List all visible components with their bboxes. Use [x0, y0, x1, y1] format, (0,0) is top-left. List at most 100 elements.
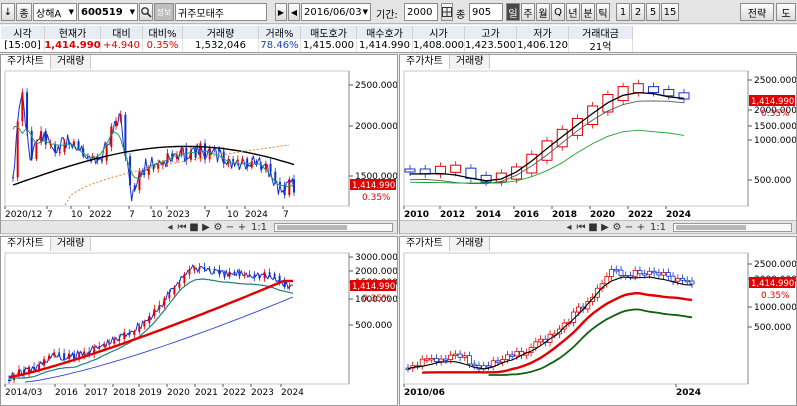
- x-tick-label-1: 2016: [55, 388, 78, 397]
- unit-button-2[interactable]: 월: [536, 3, 550, 21]
- unit-button-0[interactable]: 일: [506, 3, 520, 21]
- search-icon[interactable]: [139, 3, 153, 21]
- candle-body: [63, 353, 66, 360]
- chart-scrollbar[interactable]: [673, 222, 792, 232]
- play-icon[interactable]: ▶: [601, 221, 609, 233]
- x-tick-label-0: 2014/03: [5, 388, 42, 397]
- chart-scroll-thumb[interactable]: [676, 224, 747, 230]
- monthly-candle-body: [457, 353, 463, 358]
- tab-volume[interactable]: 거래량: [449, 237, 491, 251]
- tool-button[interactable]: 도: [776, 3, 796, 21]
- unit-button-5[interactable]: 분: [581, 3, 595, 21]
- y-tick-label-4: 500.000: [754, 176, 791, 186]
- chart-panel-top-right: 주가차트 거래량 2500.000 2000.000 1500.000 1000.000 5…: [399, 54, 797, 234]
- quote-header-5: 거래%: [259, 26, 301, 40]
- tab-price-chart[interactable]: 주가차트: [1, 237, 51, 251]
- scroll-left-icon[interactable]: ◂: [167, 221, 173, 233]
- zoom-out-icon[interactable]: −: [225, 221, 235, 233]
- quote-value-0: [15:00]: [1, 39, 45, 52]
- zoom-ratio[interactable]: 1:1: [250, 221, 268, 233]
- monthly-candle-body: [680, 277, 685, 281]
- candle-body: [68, 141, 71, 145]
- exchange-select[interactable]: 상해A ▼: [33, 3, 77, 21]
- chart-nav-bar: ◂ ⏮ ■ ▶ ⚙ − +1:1: [1, 220, 397, 234]
- tab-price-chart[interactable]: 주가차트: [400, 237, 450, 251]
- unit-button-4[interactable]: 년: [566, 3, 580, 21]
- quote-header-10: 저가: [517, 26, 569, 40]
- unit-button-6[interactable]: 틱: [596, 3, 610, 21]
- tab-price-chart[interactable]: 주가차트: [1, 55, 51, 69]
- zoom-in-icon[interactable]: +: [636, 221, 646, 233]
- monthly-candle-body: [533, 341, 539, 348]
- ma-short: [12, 125, 295, 188]
- unit-button-1[interactable]: 주: [521, 3, 535, 21]
- candle-body: [44, 131, 47, 145]
- change-pct-tag: 0.35%: [761, 109, 790, 119]
- unit-button-8[interactable]: 2: [631, 3, 645, 21]
- date-input[interactable]: 2016/06/03 ▼: [301, 3, 371, 21]
- unit-button-3[interactable]: Q: [551, 3, 565, 21]
- prev-icon[interactable]: ◀: [288, 3, 300, 21]
- quote-header-6: 매도호가: [301, 26, 357, 40]
- candle-body: [166, 153, 169, 163]
- monthly-candle-body: [405, 367, 411, 370]
- y-tick-label-0: 2500.000: [754, 76, 796, 86]
- play-icon[interactable]: ▶: [202, 221, 210, 233]
- unit-button-9[interactable]: 5: [646, 3, 660, 21]
- scroll-left-icon[interactable]: ◂: [566, 221, 572, 233]
- strategy-button[interactable]: 전략: [740, 3, 774, 21]
- grid-icon[interactable]: [441, 3, 453, 21]
- period-input[interactable]: 2000: [404, 3, 438, 21]
- tab-volume[interactable]: 거래량: [449, 55, 491, 69]
- monthly-candle-body: [642, 273, 648, 276]
- settings-icon[interactable]: ⚙: [213, 221, 223, 233]
- tab-volume[interactable]: 거래량: [50, 237, 92, 251]
- stock-code-input[interactable]: 600519 ▼: [78, 3, 138, 21]
- info-icon[interactable]: 정보: [154, 3, 174, 21]
- candle-body: [143, 170, 146, 175]
- zoom-out-icon[interactable]: −: [624, 221, 634, 233]
- play-icon[interactable]: ▶: [275, 3, 287, 21]
- zoom-in-icon[interactable]: +: [237, 221, 247, 233]
- quote-value-3: 0.35%: [143, 39, 183, 52]
- chart-scroll-thumb[interactable]: [277, 224, 348, 230]
- stop-icon[interactable]: ■: [189, 221, 199, 233]
- x-tick-label-4: 7: [129, 210, 135, 220]
- candle-body: [241, 158, 244, 160]
- yearly-candle-body: [648, 86, 660, 94]
- tab-volume[interactable]: 거래량: [50, 55, 92, 69]
- price-chart-svg[interactable]: 2500.0002000.0001000.000500.0001,414.990…: [400, 237, 796, 397]
- market-type-button[interactable]: 종: [16, 3, 32, 21]
- candle-body: [100, 160, 103, 162]
- tab-price-chart[interactable]: 주가차트: [400, 55, 450, 69]
- candle-body: [178, 283, 181, 288]
- price-chart-svg[interactable]: 2500.000 2000.000 1500.000 1000.000 500.000 1…: [400, 55, 796, 221]
- zoom-ratio[interactable]: 1:1: [649, 221, 667, 233]
- chart-scrollbar[interactable]: [274, 222, 393, 232]
- stop-icon[interactable]: ■: [588, 221, 598, 233]
- y-tick-label-2: 1500.000: [355, 172, 397, 182]
- yearly-candle-body: [495, 172, 507, 183]
- count-input[interactable]: 905: [469, 3, 503, 21]
- plot-area: [4, 70, 350, 207]
- candle-body: [238, 273, 241, 276]
- price-line: [8, 263, 294, 382]
- down-arrow-button[interactable]: ↓: [1, 3, 15, 21]
- candle-body: [183, 274, 186, 284]
- x-tick-label-9: 2024: [245, 210, 268, 220]
- settings-icon[interactable]: ⚙: [612, 221, 622, 233]
- monthly-candle-body: [618, 269, 624, 276]
- first-icon[interactable]: ⏮: [576, 221, 586, 233]
- first-icon[interactable]: ⏮: [177, 221, 187, 233]
- monthly-candle-body: [495, 360, 501, 363]
- unit-button-10[interactable]: 15: [661, 3, 679, 21]
- x-tick-label-8: 2023: [251, 388, 274, 397]
- candle-body: [78, 354, 81, 360]
- x-tick-label-3: 2022: [89, 210, 112, 220]
- price-chart-svg[interactable]: 3000.0002000.0001500.0001000.000500.0001…: [1, 237, 397, 397]
- candle-body: [203, 267, 206, 269]
- y-tick-label-2: 1500.000: [754, 122, 796, 132]
- unit-button-7[interactable]: 1: [616, 3, 630, 21]
- change-pct-tag: 0.35%: [362, 294, 391, 304]
